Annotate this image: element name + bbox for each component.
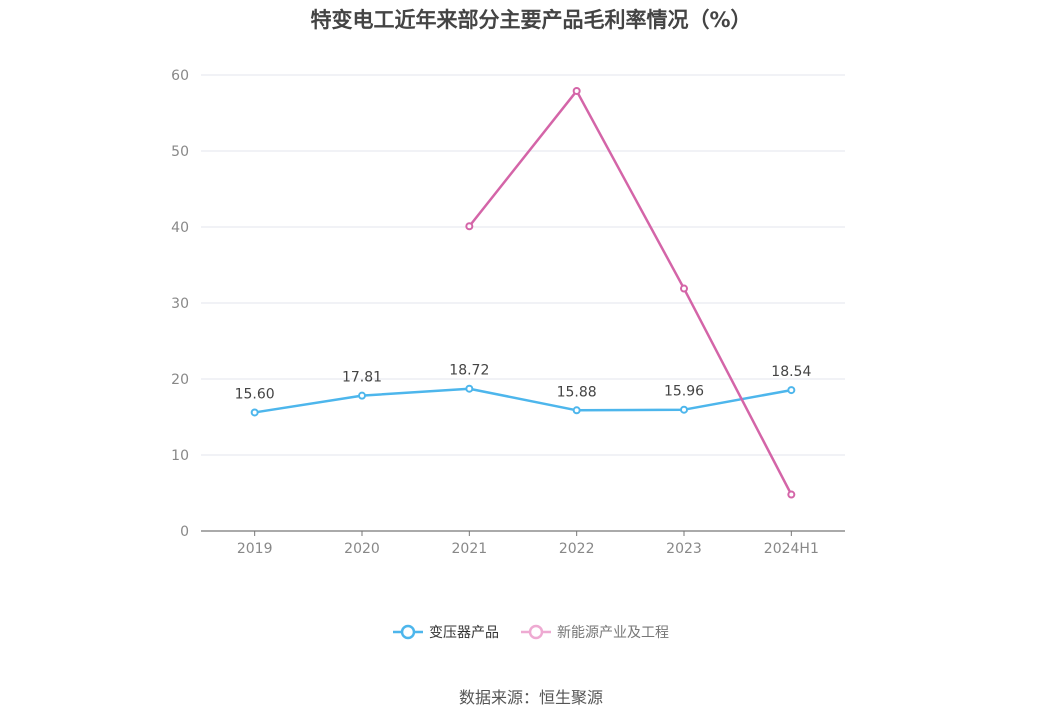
legend-label: 变压器产品 (429, 625, 499, 641)
data-point (358, 391, 366, 400)
series-line (254, 387, 792, 414)
y-tick-label: 30 (171, 296, 189, 312)
x-tick-label: 2023 (666, 541, 702, 557)
y-tick-label: 40 (171, 220, 189, 236)
y-axis-ticks: 0 10 20 30 40 50 60 (171, 68, 189, 540)
legend-marker-icon (521, 624, 551, 640)
y-tick-label: 0 (180, 524, 189, 540)
x-axis: 2019 2020 2021 2022 2023 2024H1 (201, 530, 845, 557)
x-tick-label: 2019 (237, 541, 273, 557)
x-tick-label: 2021 (452, 541, 488, 557)
data-label: 18.54 (771, 364, 811, 380)
data-point (680, 284, 688, 293)
legend-item-new-energy[interactable]: 新能源产业及工程 (521, 622, 669, 642)
legend: 变压器产品 新能源产业及工程 (0, 622, 1062, 642)
x-tick-label: 2022 (559, 541, 595, 557)
data-label: 15.96 (664, 384, 704, 400)
data-point (250, 408, 259, 417)
series-lines (250, 86, 796, 499)
y-tick-label: 20 (171, 372, 189, 388)
line-chart: 0 10 20 30 40 50 60 2019 2020 2021 2022 2023 2024H1… (171, 68, 845, 557)
y-tick-label: 10 (171, 448, 189, 464)
data-point (572, 86, 581, 95)
source-note: 数据来源：恒生聚源 (458, 688, 603, 707)
x-tick-label: 2020 (344, 541, 380, 557)
legend-item-transformer[interactable]: 变压器产品 (393, 622, 499, 642)
legend-label: 新能源产业及工程 (557, 625, 669, 641)
data-point (465, 222, 474, 231)
data-point (787, 386, 796, 395)
data-label: 15.88 (557, 384, 597, 400)
data-point (572, 406, 581, 415)
data-label: 17.81 (342, 370, 382, 386)
data-label: 15.60 (235, 386, 275, 402)
grid-lines (201, 74, 845, 456)
data-point (787, 490, 796, 499)
data-labels: 15.60 17.81 18.72 15.88 15.96 18.54 (235, 363, 812, 403)
y-tick-label: 60 (171, 68, 189, 84)
y-tick-label: 50 (171, 144, 189, 160)
data-point (680, 405, 688, 414)
legend-marker-icon (393, 624, 423, 640)
data-point (465, 384, 474, 393)
data-label: 18.72 (449, 363, 489, 379)
series-line (468, 89, 793, 496)
x-tick-label: 2024H1 (764, 541, 819, 557)
chart-title: 特变电工近年来部分主要产品毛利率情况（%） (310, 8, 752, 32)
